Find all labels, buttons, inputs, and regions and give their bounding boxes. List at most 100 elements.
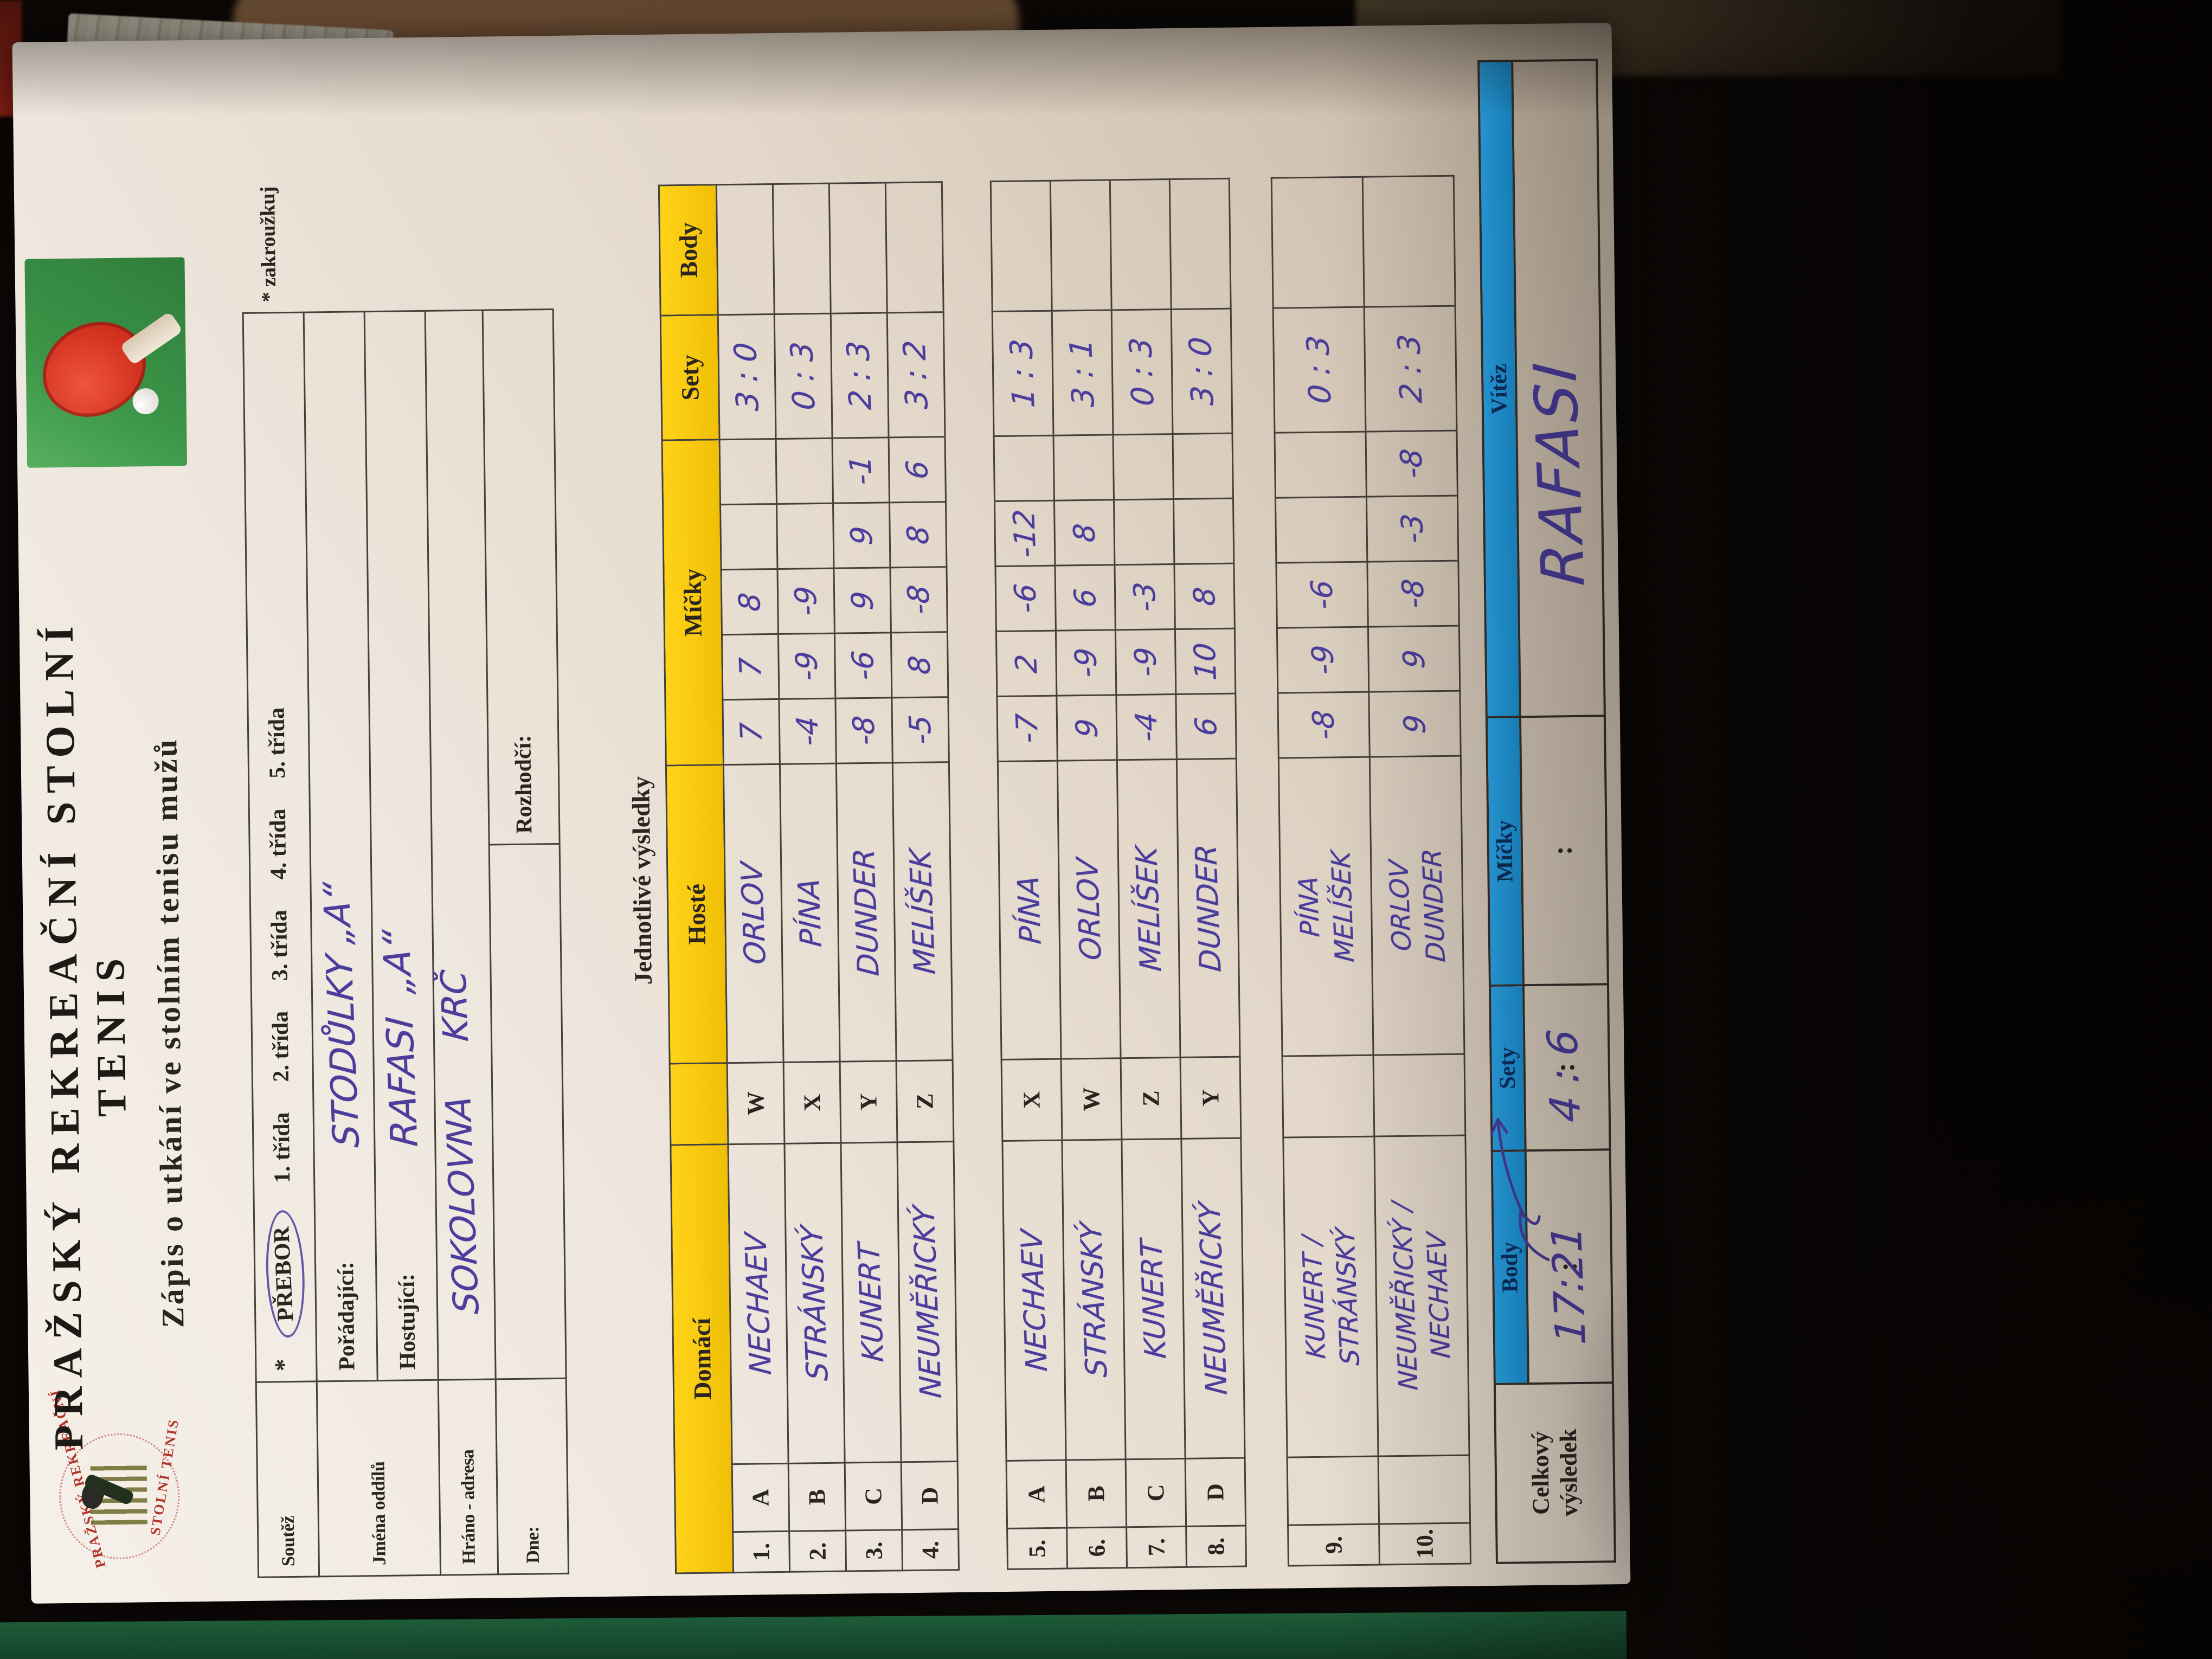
game-2: 2 [996,631,1057,697]
results-section-title: Jednotlivé výsledky [627,776,657,985]
guest-player: PÍNA [780,763,840,1063]
sets-result: 3 : 2 [887,312,946,438]
game-4-score: 9 [844,525,879,546]
game-5 [719,439,777,505]
column-header-home: Domácí [670,1144,734,1573]
game-3-score: -8 [1395,578,1431,610]
game-3-score: -3 [1127,581,1163,613]
home-player-handwritten: NECHAEV [1014,1229,1054,1373]
home-pair-player-1: KUNERT / [1296,1234,1332,1360]
total-label-text: Celkový výsledek [1527,1429,1583,1517]
home-key: C [845,1462,902,1531]
game-3-score: -9 [788,585,824,617]
guest-key: W [1061,1058,1122,1141]
game-2: -9 [778,633,835,699]
game-3: -6 [1276,562,1368,628]
competition-label: Soutěž [256,1381,319,1578]
venue-district: KRČ [434,968,477,1043]
match-row-9: 9. KUNERT / STRÁNSKÝ PÍNA MELÍŠEK -8 -9 … [1271,177,1380,1566]
guest-key [1373,1054,1465,1137]
game-5-score: -1 [843,454,879,486]
guest-pair: PÍNA MELÍŠEK [1278,757,1374,1057]
home-key: B [1066,1459,1127,1528]
match-number: 5. [1007,1528,1068,1570]
game-4: -3 [1366,496,1458,562]
competition-value: PŘEBOR [268,1226,298,1322]
game-3: -6 [995,565,1056,632]
match-number: 7. [1126,1526,1187,1568]
team-names-label: Jména oddílů [317,1380,441,1577]
game-4 [1275,497,1367,563]
sets-handwritten: 0 : 3 [784,340,822,411]
home-club-team: „A“ [315,881,360,946]
home-club-value-handwritten: STODŮLKY „A“ [316,881,368,1148]
game-3-score: -6 [1008,582,1044,614]
game-2-score: -6 [845,650,881,681]
sets-result: 3 : 0 [718,314,776,440]
points-result [716,184,775,315]
date-label: Dne: [496,1378,569,1574]
game-3-score: 6 [1068,587,1103,608]
total-header-balls: Míčky [1486,717,1523,986]
total-header-points: Body [1491,1150,1528,1384]
home-key [1287,1456,1379,1526]
game-2: 9 [1368,626,1460,692]
points-result [1050,179,1112,311]
game-1-score: 9 [1397,713,1432,735]
sets-handwritten: 3 : 0 [1182,336,1221,407]
guest-player: DUNDER [1176,758,1240,1058]
points-result [773,183,831,314]
guest-pair-player-1: ORLOV [1383,859,1417,952]
ball-icon [132,388,159,415]
guest-key: Z [896,1060,954,1142]
referee-label: Rozhodčí: [510,735,537,834]
guest-club-label: Hostující: [394,1273,420,1370]
results-table-2: 5. A NECHAEV X PÍNA -7 2 -6 -12 1 : 3 6.… [990,178,1247,1570]
match-number: 4. [902,1529,959,1571]
game-4 [720,504,777,570]
game-1-score: -7 [1009,712,1045,744]
game-5 [1173,433,1233,499]
sets-result: 0 : 3 [774,313,833,439]
home-player: KUNERT [1121,1139,1186,1459]
class-options: 1. třída 2. třída 3. třída 4. třída 5. třída [263,677,295,1184]
guest-key: X [783,1062,841,1144]
asterisk: * [269,1358,297,1372]
paddle-handle [119,311,183,365]
guest-player: DUNDER [836,762,897,1062]
game-2-score: 8 [902,654,937,676]
class-5: 5. třída [264,707,290,779]
table-tennis-paddle-icon [24,257,188,468]
home-player-handwritten: NEUMĚŘICKÝ [1192,1201,1234,1396]
game-4: 8 [889,501,947,568]
guest-player-handwritten: MELÍŠEK [1129,845,1168,973]
match-number: 8. [1186,1526,1246,1567]
total-winner-cell: RAFASI [1512,60,1605,717]
match-number: 2. [789,1531,846,1572]
total-result-table: Celkový výsledek Body Sety Míčky Vítěz :… [1477,59,1616,1564]
green-folder-edge-bottom [0,1611,1627,1659]
game-1: -8 [835,697,893,764]
total-label: Celkový výsledek [1494,1382,1615,1563]
home-pair-player-2: NECHAEV [1420,1231,1456,1360]
match-number: 3. [845,1529,903,1572]
match-number: 1. [732,1531,790,1573]
game-2: -9 [1056,629,1116,696]
home-player-handwritten: STRÁNSKÝ [794,1225,835,1382]
total-balls-cell: : [1520,716,1608,986]
sets-handwritten: 2 : 3 [1391,333,1430,404]
game-2: -6 [834,632,892,699]
game-4 [1173,498,1234,564]
results-table-doubles: 9. KUNERT / STRÁNSKÝ PÍNA MELÍŠEK -8 -9 … [1271,175,1471,1567]
game-4-score: 8 [900,524,936,545]
score-sheet-paper: PRAŽSKÝ REKREAČNÍ STOLNÍ TENIS PRAŽSKÝ R… [12,23,1631,1604]
sets-handwritten: 3 : 2 [897,339,935,410]
game-1: 6 [1175,693,1237,760]
venue-name: SOKOLOVNA [439,1095,487,1315]
game-3-score: -8 [901,584,937,616]
home-player: STRÁNSKÝ [784,1143,845,1464]
game-3-score: 8 [1187,586,1222,607]
game-3: 8 [721,569,779,635]
game-4: 9 [833,502,890,569]
